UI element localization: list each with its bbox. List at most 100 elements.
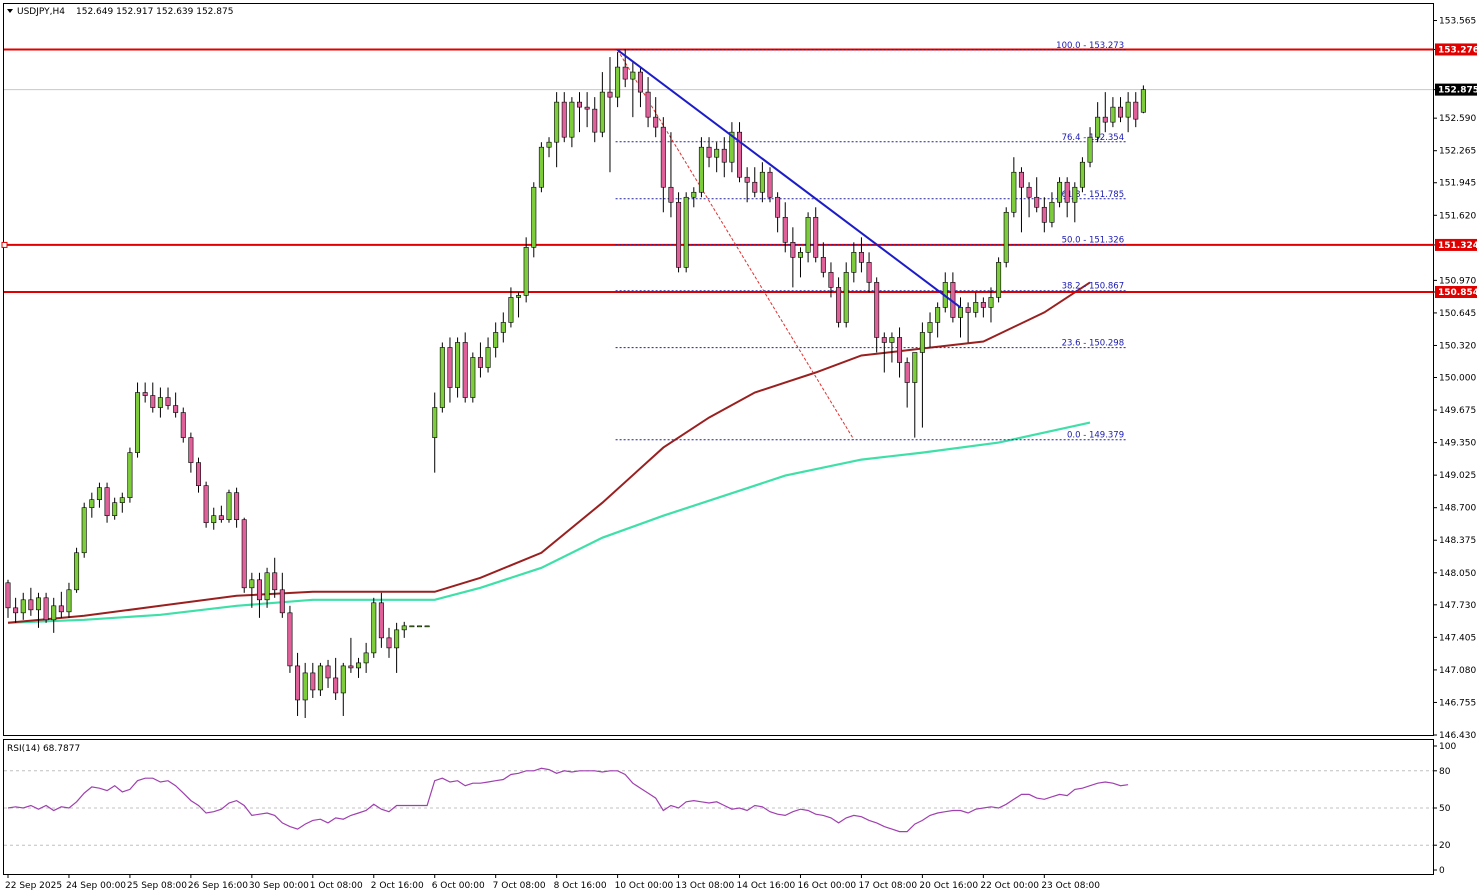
candle-body [523,247,529,296]
candle [912,352,918,438]
candle [615,52,621,108]
candle [691,187,697,208]
support-levels [4,48,1433,293]
rsi-pane[interactable] [3,739,1434,875]
candle-body [851,252,857,273]
candle-body [554,101,560,143]
candle [424,625,430,628]
candle [714,142,720,173]
candle-body [531,186,537,248]
candle [13,597,19,623]
y-tick-label: 147.730 [1439,601,1476,611]
candle-body [112,502,118,516]
candle [554,92,560,168]
candle-body [538,146,544,188]
y-tick-label: 148.700 [1439,504,1476,514]
candle-body [1064,181,1070,203]
y-tick-label: 148.375 [1439,536,1476,546]
candle [1064,177,1070,218]
candle [180,407,186,443]
candle-body [28,599,34,611]
candle [58,591,64,618]
candles [5,49,1146,718]
candle [96,482,102,508]
candle-body [805,216,811,253]
candle-body [409,625,415,628]
candle-body [622,66,628,80]
fib-label-6: 0.0 - 149.379 [1067,431,1124,441]
fib-label-0: 100.0 - 153.273 [1056,41,1124,51]
candle-body [493,332,499,348]
candle-body [714,148,720,158]
candle-body [706,146,712,158]
candle [348,637,354,673]
candle-body [1057,181,1063,203]
price-axis[interactable]: 153.565 153.276 152.875 152.590 152.265 151.9… [1433,17,1476,741]
candle-body [188,437,194,463]
candle-body [965,307,971,313]
candle [683,192,689,273]
candle-body [858,252,864,263]
candle [157,387,163,418]
price-tags: 153.276 151.324 150.854 152.875 [1,43,1479,298]
candle-body [759,171,765,193]
candle-body [813,216,819,258]
candle [218,505,224,523]
candle-body [81,507,87,554]
candle [775,192,781,233]
candle-body [43,597,49,621]
support-tag-1 [1435,238,1477,251]
trendline[interactable] [616,49,962,309]
candle-body [698,146,704,193]
candle-body [866,262,872,283]
candle [744,167,750,203]
candle-body [508,297,514,323]
candle [66,582,72,618]
candle [256,572,262,618]
x-tick-label: 24 Sep 00:00 [66,881,126,891]
candle [645,77,651,128]
candle [1072,182,1078,223]
candle-body [1026,186,1032,198]
candle-body [919,332,925,353]
main-pane[interactable] [3,3,1434,736]
candle [897,327,903,378]
candle-body [378,602,384,639]
candle [203,481,209,528]
candle [104,482,110,523]
support-tag-label-0: 153.276 [1438,45,1479,55]
candle-body [1140,89,1146,113]
candle [919,322,925,428]
candle [363,642,369,673]
candle-body [470,357,476,398]
symbol-dropdown-icon[interactable] [7,9,13,13]
candle-body [957,307,963,318]
x-tick-label: 30 Sep 00:00 [249,881,309,891]
candle-body [676,201,682,268]
candle-body [607,91,613,98]
candle [234,487,240,528]
x-tick-label: 14 Oct 16:00 [737,881,796,891]
candle-body [462,342,468,398]
candle-body [1011,171,1017,213]
candle-body [13,607,19,614]
candle-body [371,602,377,654]
candle-body [927,322,933,333]
candle-body [196,462,202,486]
candle [485,337,491,373]
candle [5,579,11,618]
candle [576,92,582,133]
candle [1026,182,1032,218]
candle [729,122,735,173]
candle-body [165,397,171,406]
candle-body [691,191,697,198]
candle-body [119,497,125,503]
candle-body [653,116,659,128]
candle-body [645,91,651,118]
fibonacci-retracement[interactable]: 100.0 - 153.273 76.4 - 152.354 61.8 - 151.… [615,41,1127,441]
time-axis[interactable]: 22 Sep 2025 24 Sep 00:00 25 Sep 08:00 26 Se… [5,874,1100,891]
candle [767,167,773,203]
candle [241,517,247,593]
y-tick-label: 151.620 [1439,211,1476,221]
